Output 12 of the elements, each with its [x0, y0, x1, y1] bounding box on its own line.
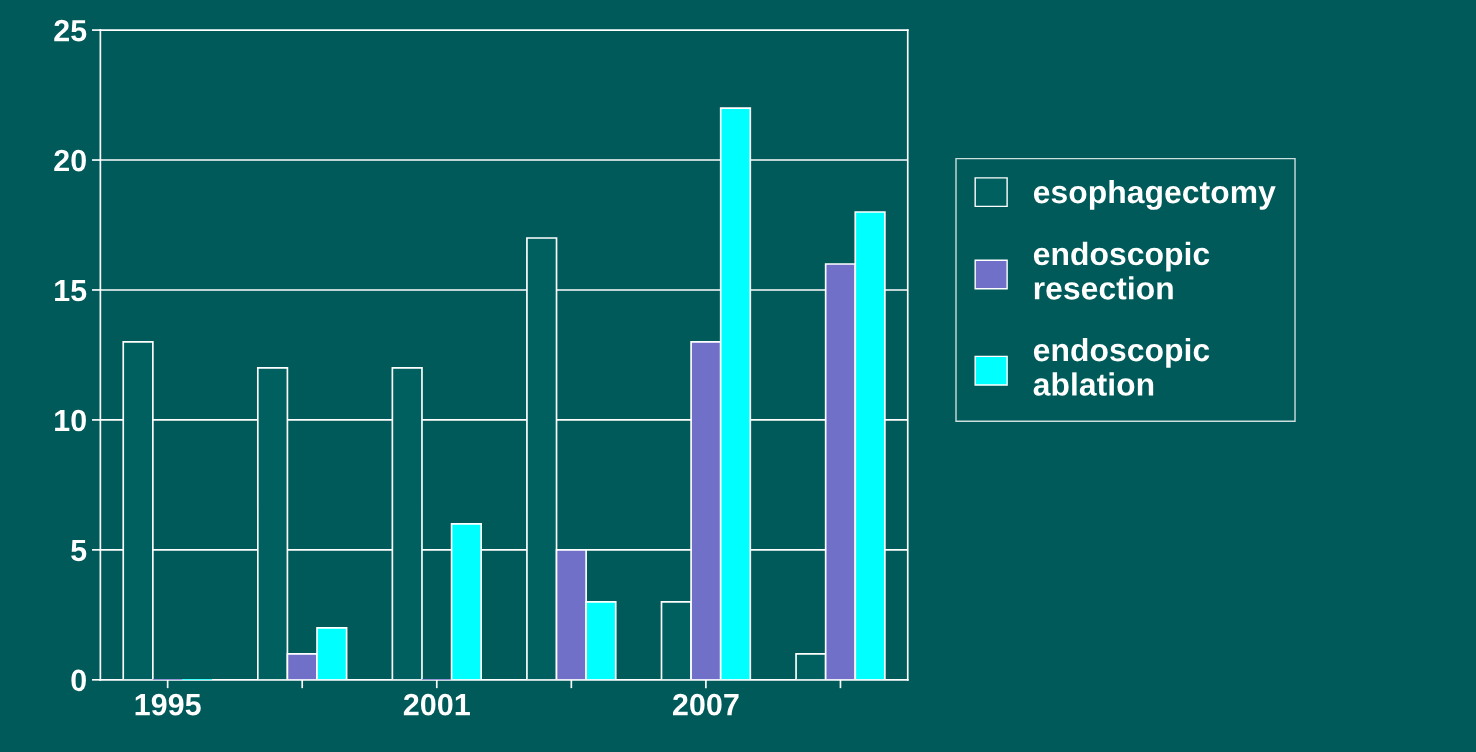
- y-tick-label: 15: [55, 280, 87, 302]
- y-tick-label: 0: [71, 669, 86, 692]
- y-tick-label: 5: [71, 539, 87, 562]
- y-tick-label: 25: [54, 19, 87, 42]
- x-tick-label: 1995: [135, 693, 201, 716]
- y-tick-label: 10: [55, 409, 86, 432]
- y-tick-label: 20: [54, 149, 86, 172]
- legend-label: esophagectomy: [1033, 179, 1276, 210]
- x-tick-label: 2001: [403, 693, 470, 716]
- legend-label: endoscopic ablation: [1033, 337, 1210, 396]
- x-tick-label: 2007: [672, 693, 739, 716]
- legend-label: endoscopic resection: [1033, 241, 1210, 300]
